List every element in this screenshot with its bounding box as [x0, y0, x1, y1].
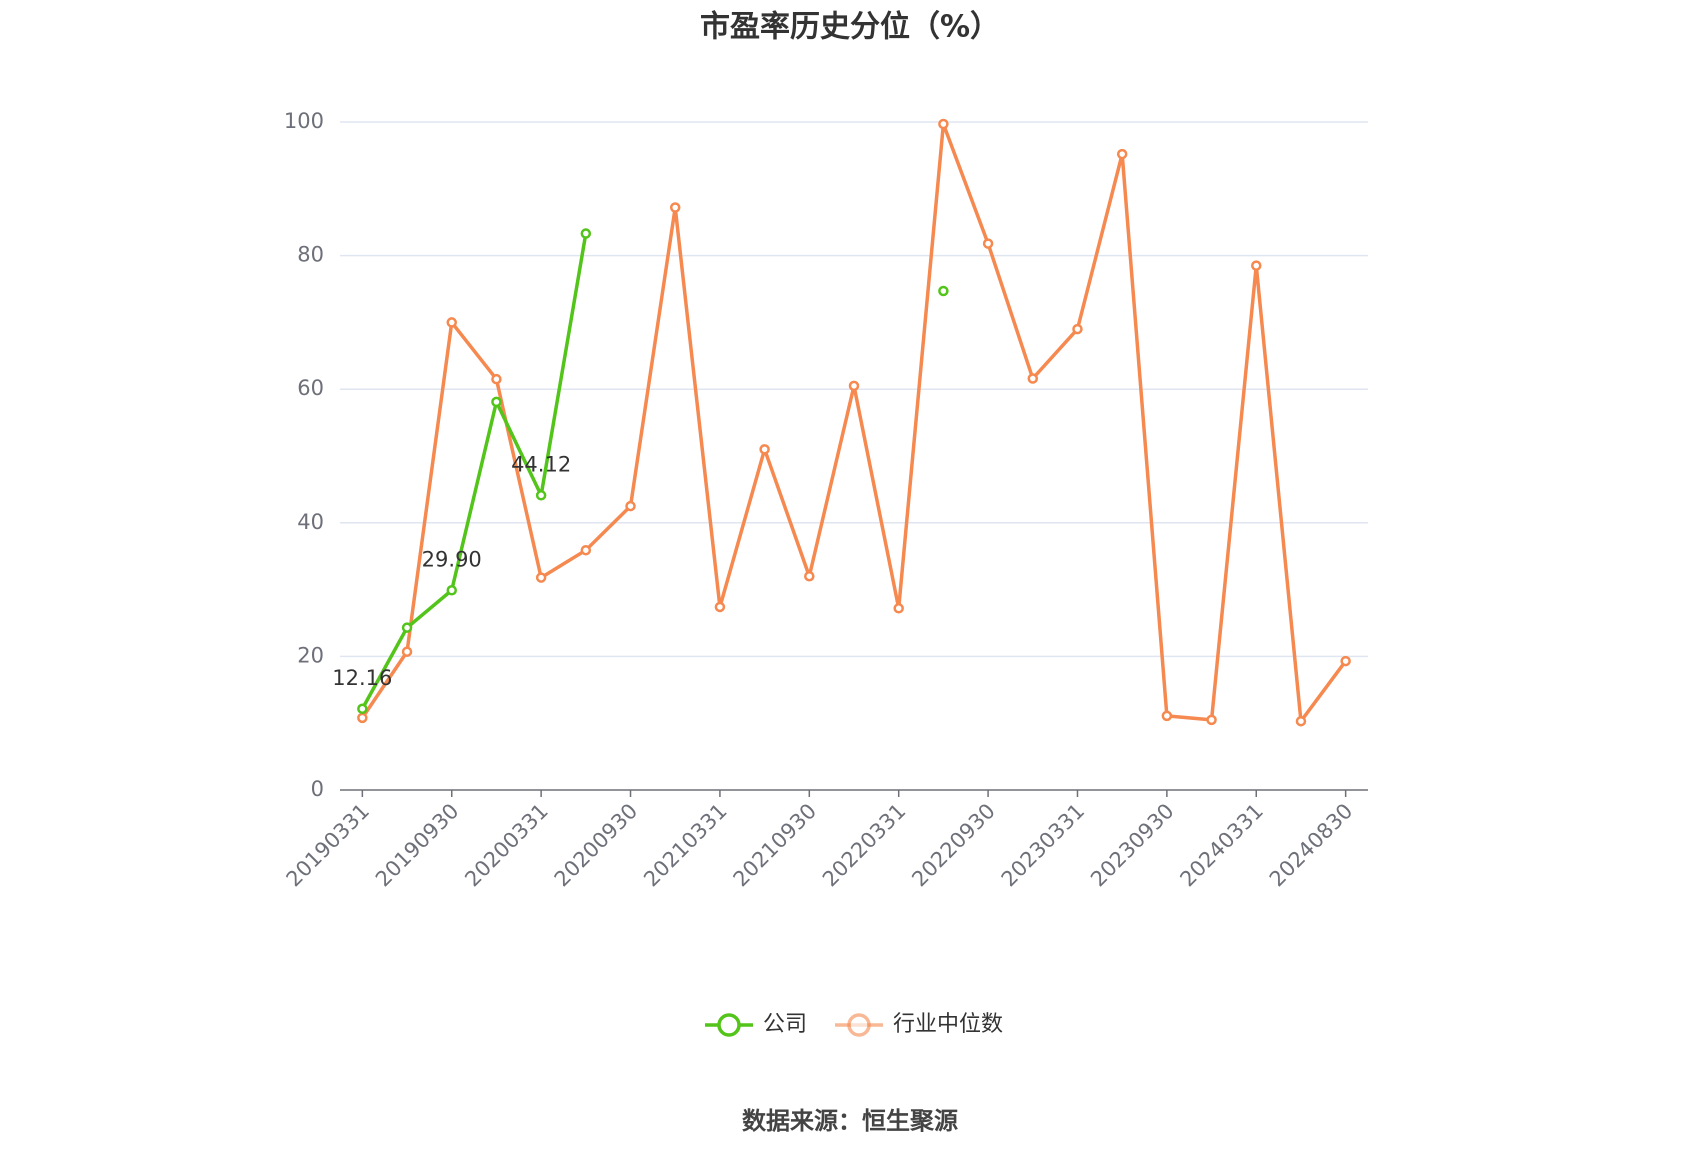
point — [714, 601, 726, 613]
x-tick-label: 20230930 — [1086, 799, 1179, 892]
data-label: 44.12 — [511, 452, 571, 476]
series-line — [360, 122, 1348, 723]
point — [982, 238, 994, 249]
point — [446, 585, 457, 596]
point — [357, 712, 368, 724]
point — [893, 603, 904, 614]
point — [1116, 148, 1128, 160]
point — [580, 228, 592, 239]
point — [1295, 715, 1307, 727]
point — [1206, 714, 1217, 726]
legend-label: 行业中位数 — [893, 1012, 1003, 1037]
x-tick-label: 20240830 — [1265, 799, 1358, 892]
chart-title: 市盈率历史分位（%） — [700, 10, 1000, 45]
point — [491, 373, 502, 385]
point — [848, 380, 860, 392]
x-tick-label: 20190331 — [282, 799, 375, 892]
point — [1340, 655, 1351, 667]
y-tick-label: 80 — [297, 243, 324, 267]
legend-item: 行业中位数 — [835, 1012, 1003, 1037]
y-tick-label: 0 — [311, 777, 324, 801]
x-tick-label: 20240331 — [1175, 799, 1268, 892]
x-tick-label: 20220930 — [907, 799, 1000, 892]
point — [938, 118, 949, 130]
point — [938, 285, 949, 297]
point — [535, 572, 547, 583]
data-label: 29.90 — [422, 547, 482, 571]
x-tick-label: 20200331 — [460, 799, 553, 892]
legend-label: 公司 — [763, 1012, 807, 1037]
y-tick-label: 60 — [297, 376, 324, 400]
legend-item: 公司 — [705, 1012, 807, 1037]
x-tick-label: 20210930 — [729, 799, 822, 892]
series-line — [362, 234, 943, 709]
y-tick-label: 40 — [297, 510, 324, 534]
point — [401, 622, 413, 633]
x-tick-label: 20190930 — [371, 799, 464, 892]
legend-marker — [847, 1013, 871, 1037]
point — [759, 444, 770, 455]
point — [580, 544, 592, 556]
point — [357, 703, 368, 715]
y-tick-label: 20 — [297, 643, 324, 667]
point — [625, 500, 636, 512]
point — [535, 490, 547, 501]
x-tick-label: 20200930 — [550, 799, 643, 892]
x-tick-label: 20220331 — [818, 799, 911, 892]
point — [446, 317, 457, 328]
point — [401, 646, 413, 657]
x-tick-label: 20210331 — [639, 799, 732, 892]
x-tick-label: 20230331 — [997, 799, 1090, 892]
point — [669, 202, 681, 213]
source-note: 数据来源：恒生聚源 — [742, 1107, 958, 1135]
point — [1161, 710, 1173, 722]
point — [1027, 373, 1039, 384]
point — [804, 570, 815, 582]
data-label: 12.16 — [332, 666, 392, 690]
legend-marker — [717, 1013, 741, 1037]
point — [1251, 260, 1262, 271]
point — [491, 396, 502, 408]
y-tick-label: 100 — [284, 109, 324, 133]
point — [1072, 323, 1083, 335]
